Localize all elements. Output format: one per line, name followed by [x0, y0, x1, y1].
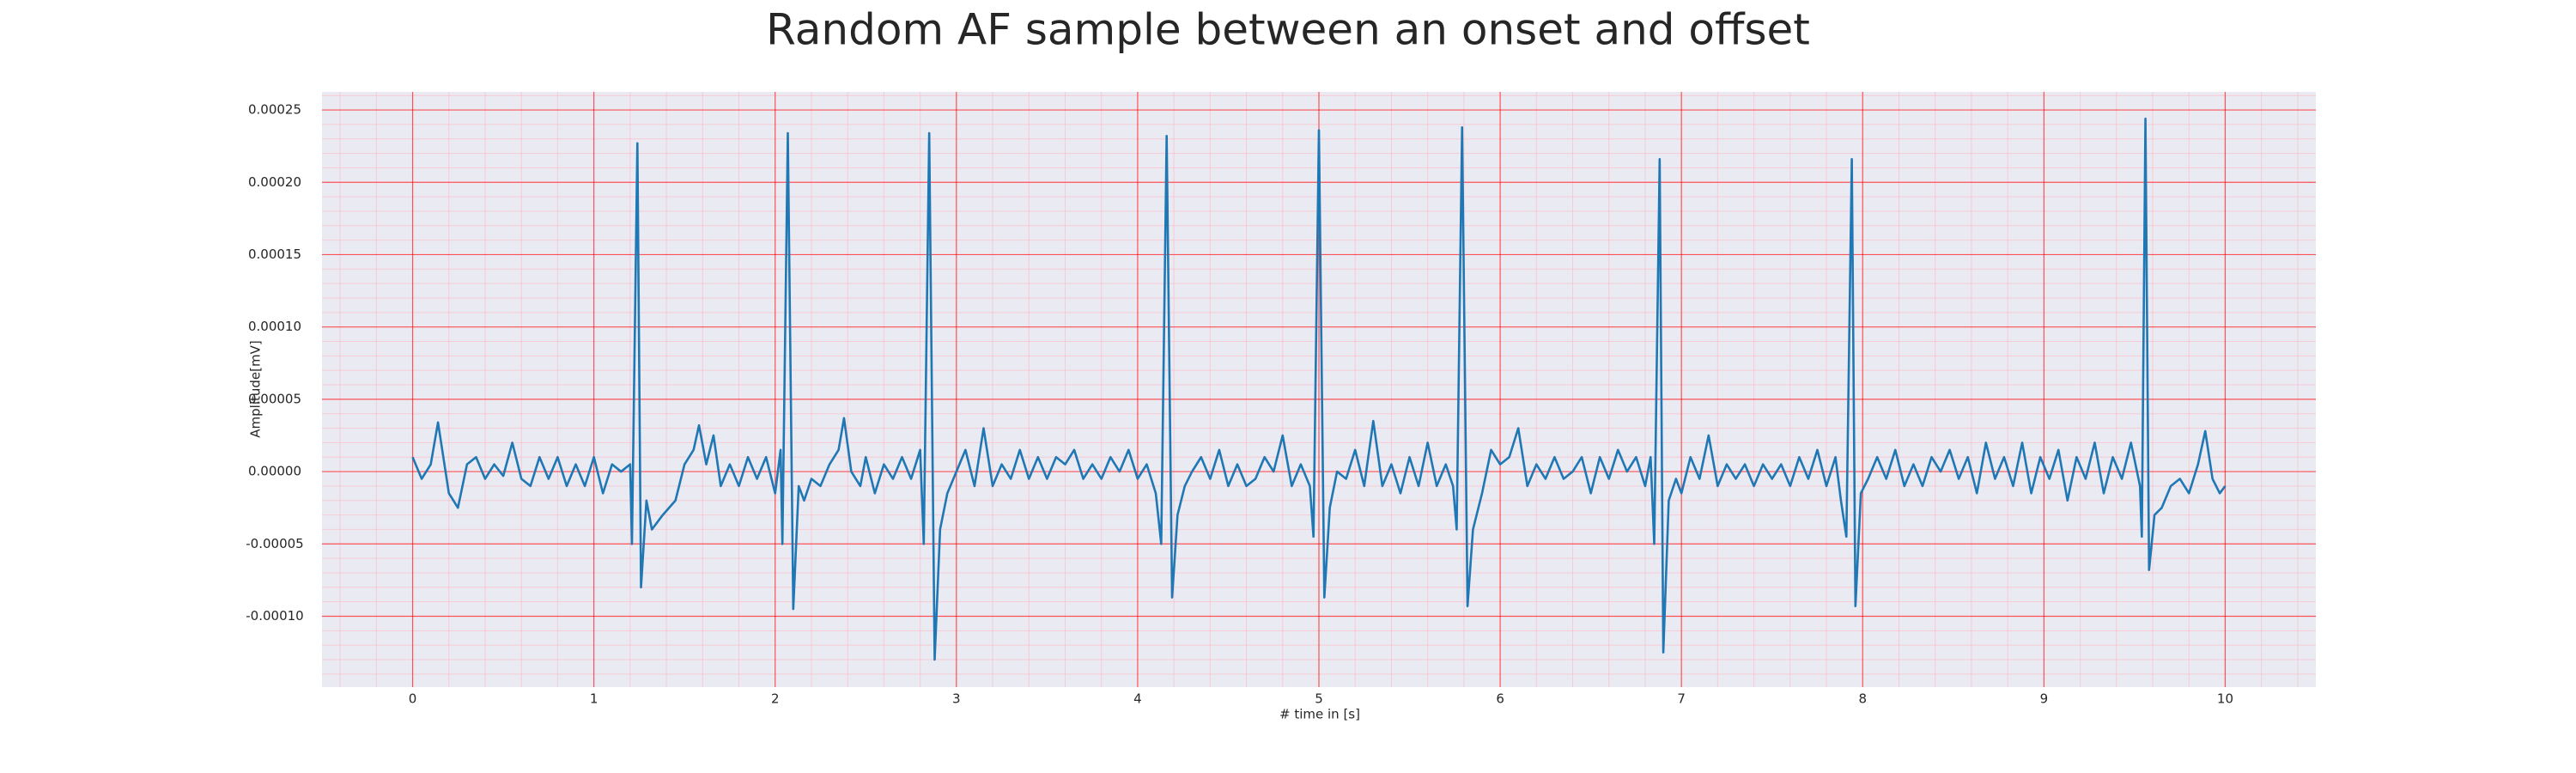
y-tick-label: 0.00015 — [248, 247, 301, 262]
y-tick-label: -0.00010 — [246, 608, 303, 624]
y-tick-label: -0.00005 — [246, 536, 303, 551]
y-tick-label: 0.00020 — [248, 174, 301, 190]
chart-title: Random AF sample between an onset and of… — [766, 5, 1810, 55]
x-axis-label: # time in [s] — [1279, 707, 1360, 722]
y-tick-label: 0.00005 — [248, 391, 301, 406]
x-tick-label: 3 — [952, 691, 961, 707]
x-tick-label: 5 — [1315, 691, 1323, 707]
y-axis-label: Amplitude[mV] — [248, 340, 264, 437]
x-tick-label: 4 — [1133, 691, 1142, 707]
y-tick-label: 0.00010 — [248, 319, 301, 334]
marks — [411, 117, 2227, 661]
x-tick-label: 9 — [2040, 691, 2049, 707]
y-tick-label: 0.00025 — [248, 102, 301, 118]
x-tick-label: 1 — [590, 691, 598, 707]
signal-line — [411, 117, 2227, 661]
y-tick-label: 0.00000 — [248, 464, 301, 479]
x-tick-label: 7 — [1677, 691, 1686, 707]
grid — [322, 92, 2316, 687]
x-tick-label: 6 — [1496, 691, 1504, 707]
x-tick-label: 10 — [2217, 691, 2233, 707]
x-tick-label: 2 — [771, 691, 780, 707]
x-tick-label: 0 — [409, 691, 417, 707]
x-tick-label: 8 — [1858, 691, 1867, 707]
